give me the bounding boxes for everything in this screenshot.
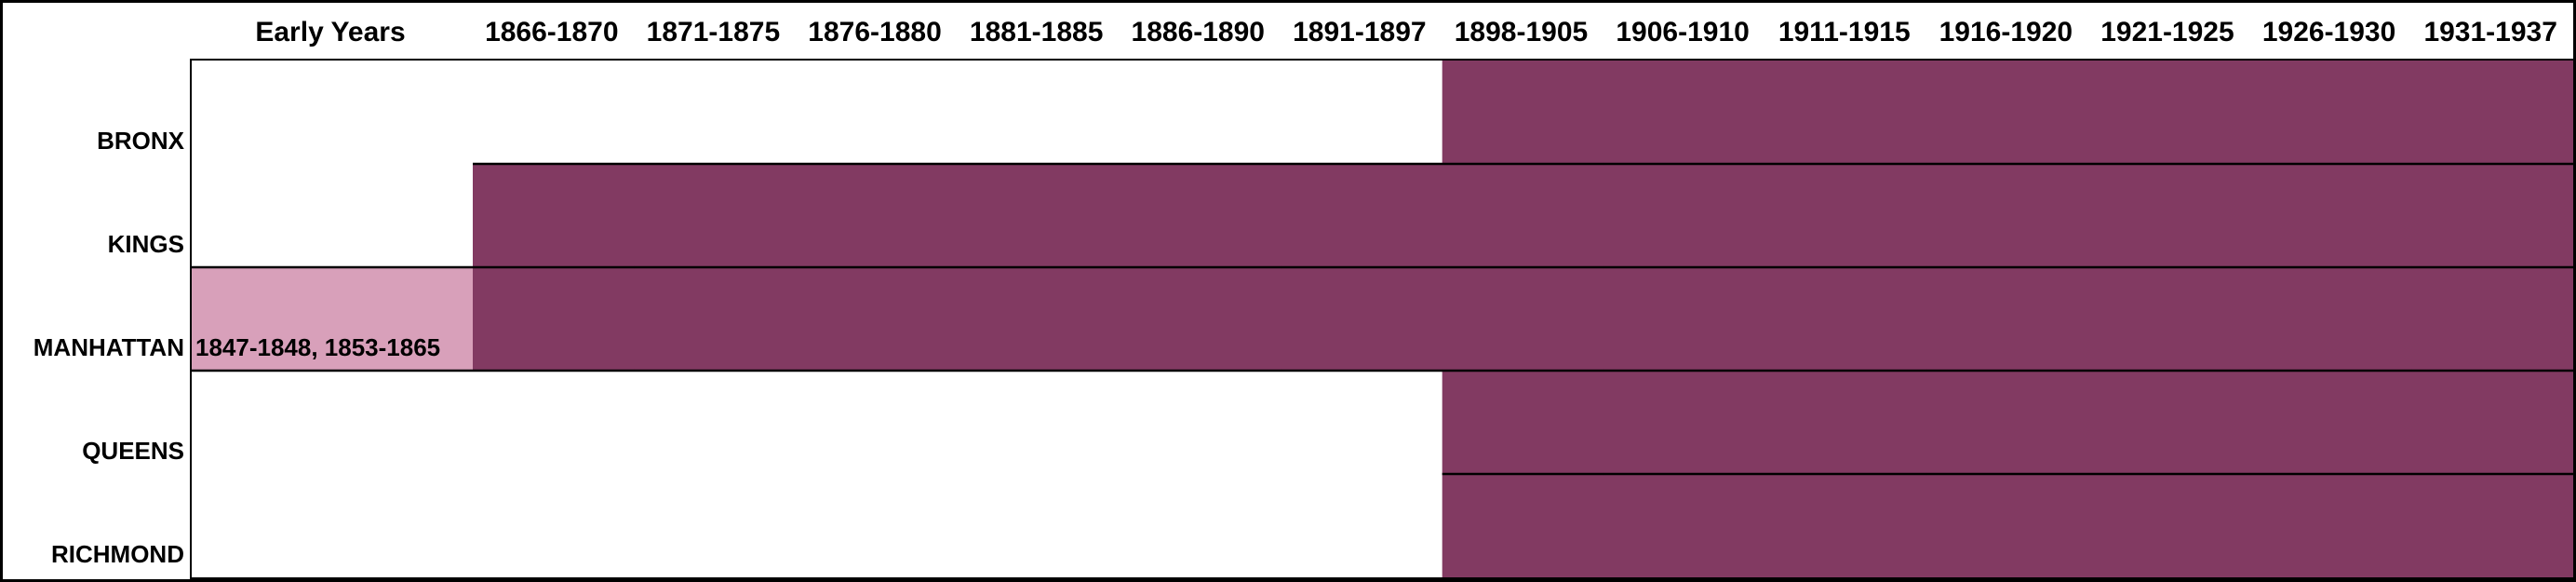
heatmap-cell: [634, 61, 797, 165]
column-header: 1871-1875: [646, 17, 781, 47]
heatmap-cell: [1603, 267, 1766, 372]
heatmap-cell: [634, 164, 797, 268]
heatmap-cell: [796, 267, 959, 372]
heatmap-cell: [634, 474, 797, 577]
heatmap-cell: [1603, 371, 1766, 475]
heatmap-cell: [1603, 164, 1766, 268]
heatmap-cell: [1603, 61, 1766, 165]
heatmap-cell: [1926, 61, 2089, 165]
heatmap-cell: [2411, 371, 2573, 475]
heatmap-cell: [1281, 61, 1443, 165]
heatmap-cell: [1281, 371, 1443, 475]
heatmap-cell: [1119, 267, 1281, 372]
heatmap-cell: [1926, 371, 2089, 475]
heatmap-cell: [957, 267, 1120, 372]
heatmap-cell: [2249, 164, 2412, 268]
heatmap-grid: [192, 61, 2573, 577]
heatmap-cell: [1281, 164, 1443, 268]
heatmap-cell: [2249, 267, 2412, 372]
column-header: 1911-1915: [1778, 17, 1911, 47]
heatmap-cell: [957, 61, 1120, 165]
heatmap-cell: [1281, 474, 1443, 577]
heatmap-cell: [957, 474, 1120, 577]
heatmap-cell: [2088, 164, 2251, 268]
heatmap-cell: [1926, 474, 2089, 577]
heatmap-cell: [1119, 164, 1281, 268]
heatmap-cell: [2088, 61, 2251, 165]
heatmap-cell: [1119, 474, 1281, 577]
heatmap-cell: [2088, 371, 2251, 475]
heatmap-cell: [473, 267, 636, 372]
cell-annotation: 1847-1848, 1853-1865: [195, 333, 441, 361]
heatmap-cell: [473, 474, 636, 577]
heatmap-cell: [957, 371, 1120, 475]
column-header: 1916-1920: [1939, 17, 2073, 47]
heatmap-cell: [1764, 164, 1928, 268]
heatmap-cell: [1442, 371, 1604, 475]
heatmap-cell: [1119, 61, 1281, 165]
heatmap-cell: [192, 61, 474, 165]
column-header: 1881-1885: [969, 17, 1104, 47]
row-label: BRONX: [97, 127, 184, 155]
heatmap-cell: [1281, 267, 1443, 372]
heatmap-cell: [2411, 267, 2573, 372]
heatmap-cell: [1442, 267, 1604, 372]
row-label: QUEENS: [82, 437, 184, 465]
heatmap-cell: [2249, 61, 2412, 165]
column-header: 1898-1905: [1454, 17, 1589, 47]
row-label: RICHMOND: [51, 540, 184, 568]
heatmap-cell: [473, 371, 636, 475]
heatmap-cell: [1764, 474, 1928, 577]
heatmap-cell: [2088, 474, 2251, 577]
heatmap-cell: [634, 371, 797, 475]
heatmap-cell: [2411, 474, 2573, 577]
heatmap-cell: [634, 267, 797, 372]
column-header: 1886-1890: [1131, 17, 1265, 47]
heatmap-cell: [796, 474, 959, 577]
heatmap-cell: [1442, 474, 1604, 577]
row-label: KINGS: [107, 230, 184, 258]
column-header: 1906-1910: [1616, 17, 1750, 47]
column-header: 1876-1880: [808, 17, 942, 47]
heatmap-cell: [473, 61, 636, 165]
heatmap-cell: [2088, 267, 2251, 372]
column-header: 1891-1897: [1293, 17, 1427, 47]
heatmap-cell: [192, 267, 474, 372]
heatmap-cell: [1603, 474, 1766, 577]
heatmap-cell: [1442, 164, 1604, 268]
heatmap-cell: [1764, 371, 1928, 475]
row-label: MANHATTAN: [33, 333, 184, 361]
heatmap-cell: [2249, 371, 2412, 475]
heatmap-cell: [2411, 61, 2573, 165]
heatmap-cell: [1119, 371, 1281, 475]
column-header: 1931-1937: [2423, 17, 2557, 47]
heatmap-cell: [1926, 164, 2089, 268]
heatmap-cell: [1926, 267, 2089, 372]
column-header: 1926-1930: [2261, 17, 2396, 47]
heatmap-cell: [473, 164, 636, 268]
heatmap-cell: [957, 164, 1120, 268]
column-header: 1921-1925: [2100, 17, 2234, 47]
heatmap-cell: [2411, 164, 2573, 268]
heatmap-cell: [796, 61, 959, 165]
column-header: 1866-1870: [485, 17, 619, 47]
heatmap-cell: [1442, 61, 1604, 165]
heatmap-cell: [1764, 267, 1928, 372]
heatmap-cell: [1764, 61, 1928, 165]
plot-area: [190, 59, 2573, 579]
heatmap-cell: [2249, 474, 2412, 577]
heatmap-cell: [796, 371, 959, 475]
column-header: Early Years: [255, 17, 406, 47]
heatmap-cell: [796, 164, 959, 268]
heatmap-cell: [192, 371, 474, 475]
heatmap-cell: [192, 164, 474, 268]
heatmap-cell: [192, 474, 474, 577]
